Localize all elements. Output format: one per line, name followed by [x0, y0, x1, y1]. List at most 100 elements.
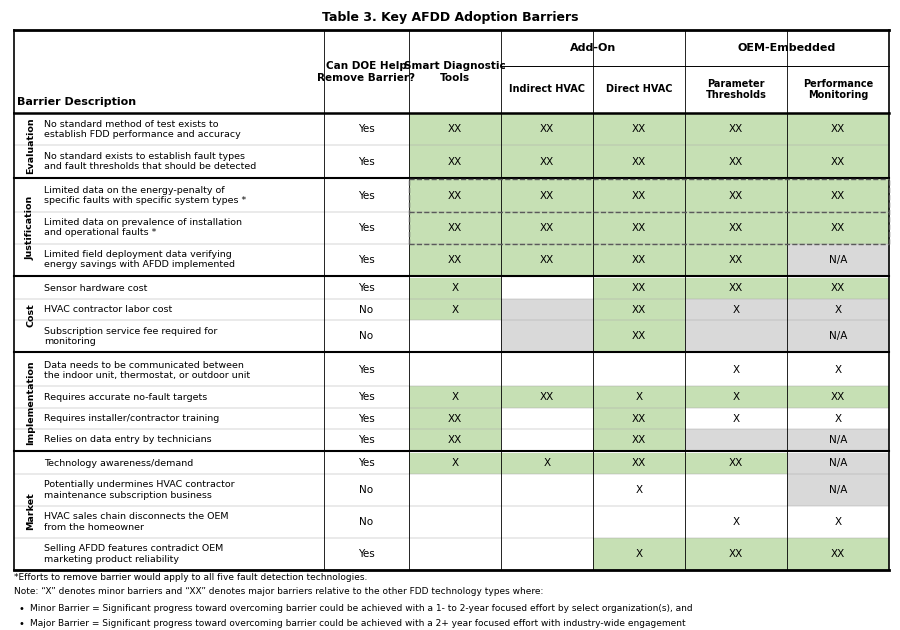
Text: No: No	[359, 517, 374, 527]
Bar	[409, 146, 501, 178]
Bar	[685, 244, 788, 276]
Bar	[685, 212, 788, 244]
Bar	[14, 321, 324, 352]
Text: Yes: Yes	[358, 392, 374, 402]
Bar	[685, 113, 788, 146]
Text: X: X	[834, 517, 842, 527]
Bar	[14, 429, 324, 450]
Bar	[788, 506, 889, 538]
Bar	[14, 538, 324, 570]
Text: Yes: Yes	[358, 435, 374, 445]
Text: X: X	[451, 392, 458, 402]
Bar	[501, 474, 593, 506]
Bar	[501, 354, 593, 386]
Bar	[685, 278, 788, 299]
Bar	[593, 321, 685, 352]
Bar	[324, 212, 409, 244]
Bar	[685, 474, 788, 506]
Bar	[788, 408, 889, 429]
Text: Parameter
Thresholds: Parameter Thresholds	[706, 79, 767, 100]
Bar	[409, 278, 501, 299]
Bar	[685, 452, 788, 474]
Text: XX: XX	[540, 222, 554, 232]
Bar	[14, 506, 324, 538]
Bar	[14, 180, 324, 212]
Bar	[788, 244, 889, 276]
Text: Performance
Monitoring: Performance Monitoring	[803, 79, 873, 100]
Bar	[324, 244, 409, 276]
Bar	[685, 408, 788, 429]
Text: X: X	[733, 305, 740, 315]
Text: N/A: N/A	[829, 485, 847, 495]
Text: X: X	[733, 413, 740, 423]
Text: XX: XX	[729, 458, 743, 468]
Bar	[685, 354, 788, 386]
Text: No: No	[359, 485, 374, 495]
Bar	[501, 321, 593, 352]
Bar	[501, 408, 593, 429]
Text: XX: XX	[632, 222, 646, 232]
Bar	[593, 212, 685, 244]
Text: Table 3. Key AFDD Adoption Barriers: Table 3. Key AFDD Adoption Barriers	[322, 11, 578, 24]
Text: Limited data on the energy-penalty of
specific faults with specific system types: Limited data on the energy-penalty of sp…	[44, 186, 247, 205]
Bar	[788, 212, 889, 244]
Bar	[788, 452, 889, 474]
Text: Evaluation: Evaluation	[26, 117, 35, 174]
Text: XX: XX	[447, 255, 462, 265]
Text: X: X	[451, 458, 458, 468]
Text: Relies on data entry by technicians: Relies on data entry by technicians	[44, 435, 212, 444]
Bar	[593, 354, 685, 386]
Bar	[324, 146, 409, 178]
Text: XX: XX	[831, 125, 845, 134]
Bar	[14, 146, 324, 178]
Bar	[788, 354, 889, 386]
Bar	[409, 408, 501, 429]
Bar	[593, 278, 685, 299]
Text: XX: XX	[729, 284, 743, 294]
Text: XX: XX	[729, 222, 743, 232]
Text: XX: XX	[632, 156, 646, 166]
Bar	[409, 113, 501, 146]
Text: XX: XX	[831, 222, 845, 232]
Text: XX: XX	[632, 331, 646, 341]
Text: Minor Barrier = Significant progress toward overcoming barrier could be achieved: Minor Barrier = Significant progress tow…	[30, 604, 692, 613]
Text: XX: XX	[540, 125, 554, 134]
Text: N/A: N/A	[829, 458, 847, 468]
Bar	[501, 244, 593, 276]
Bar	[501, 113, 593, 146]
Bar	[501, 212, 593, 244]
Text: XX: XX	[831, 190, 845, 200]
Text: Add-On: Add-On	[570, 43, 617, 53]
Bar	[593, 506, 685, 538]
Bar	[685, 146, 788, 178]
Bar	[409, 506, 501, 538]
Bar	[501, 506, 593, 538]
Text: Major Barrier = Significant progress toward overcoming barrier could be achieved: Major Barrier = Significant progress tow…	[30, 619, 685, 628]
Text: XX: XX	[632, 125, 646, 134]
Text: Requires installer/contractor training: Requires installer/contractor training	[44, 414, 220, 423]
Bar	[788, 299, 889, 321]
Text: Smart Diagnostic
Tools: Smart Diagnostic Tools	[404, 61, 506, 83]
Text: XX: XX	[632, 284, 646, 294]
Bar	[409, 354, 501, 386]
Text: XX: XX	[447, 435, 462, 445]
Text: OEM-Embedded: OEM-Embedded	[738, 43, 836, 53]
Text: Implementation: Implementation	[26, 360, 35, 445]
Bar	[14, 30, 889, 113]
Bar	[501, 278, 593, 299]
Text: Technology awareness/demand: Technology awareness/demand	[44, 459, 193, 467]
Text: XX: XX	[831, 156, 845, 166]
Text: Selling AFDD features contradict OEM
marketing product reliability: Selling AFDD features contradict OEM mar…	[44, 544, 223, 564]
Text: X: X	[635, 549, 643, 559]
Bar	[685, 538, 788, 570]
Bar	[409, 538, 501, 570]
Bar	[324, 452, 409, 474]
Text: X: X	[834, 365, 842, 375]
Text: No: No	[359, 305, 374, 315]
Text: XX: XX	[447, 190, 462, 200]
Bar	[409, 429, 501, 450]
Bar	[788, 146, 889, 178]
Text: XX: XX	[540, 392, 554, 402]
Text: X: X	[451, 305, 458, 315]
Bar	[501, 429, 593, 450]
